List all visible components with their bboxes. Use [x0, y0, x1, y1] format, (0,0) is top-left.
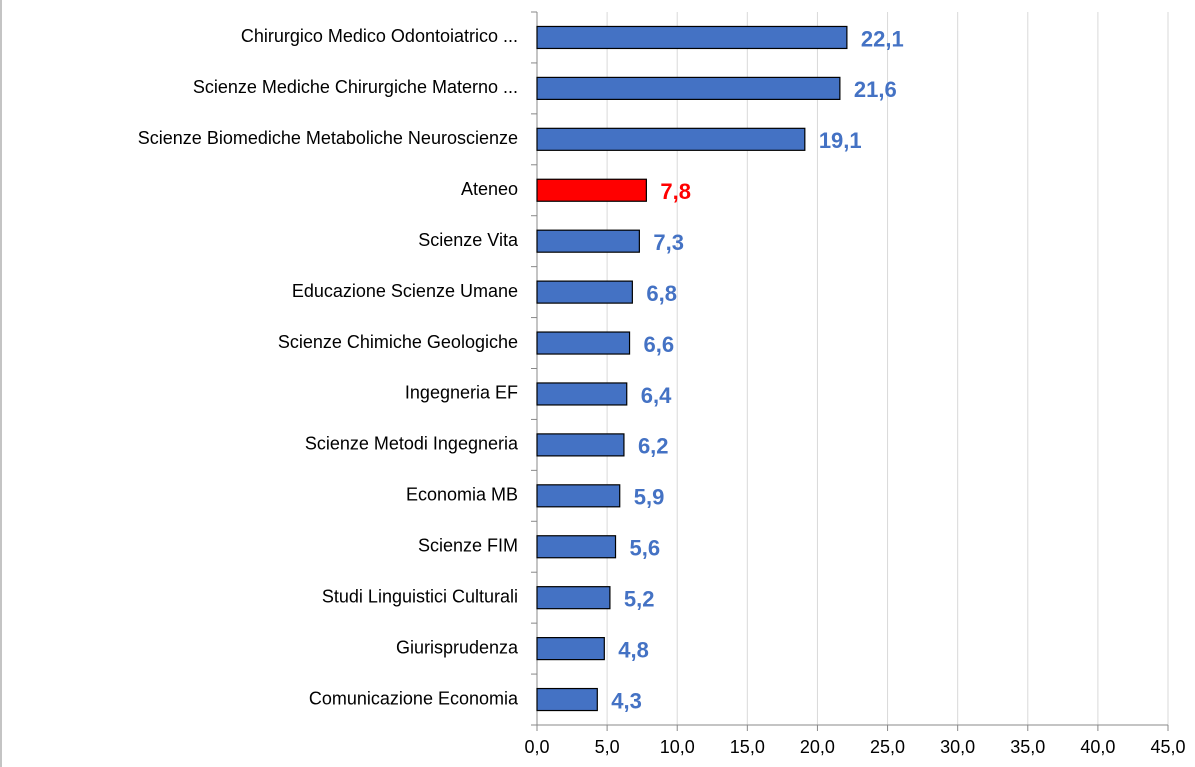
y-tick-label: Comunicazione Economia [309, 688, 519, 708]
value-label: 6,2 [638, 434, 669, 459]
y-tick-label: Economia MB [406, 485, 518, 505]
y-tick-label: Ingegneria EF [405, 383, 518, 403]
bar [536, 178, 647, 202]
value-label: 7,3 [653, 230, 684, 255]
bar [536, 687, 598, 712]
value-label: 7,8 [660, 179, 691, 204]
bar [536, 331, 631, 355]
bar [536, 484, 621, 508]
x-tick-label: 15,0 [730, 737, 765, 757]
value-label: 5,2 [624, 586, 655, 611]
value-label: 6,4 [641, 383, 672, 408]
value-label: 22,1 [861, 26, 904, 51]
x-tick-label: 20,0 [800, 737, 835, 757]
value-label: 5,9 [634, 485, 665, 510]
y-tick-label: Scienze Metodi Ingegneria [305, 434, 519, 454]
x-tick-label: 30,0 [940, 737, 975, 757]
y-tick-label: Scienze Vita [418, 230, 519, 250]
x-tick-label: 0,0 [524, 737, 549, 757]
bar [536, 586, 611, 610]
bar [536, 535, 617, 559]
x-tick-label: 5,0 [595, 737, 620, 757]
x-tick-label: 35,0 [1010, 737, 1045, 757]
bar [536, 382, 628, 406]
y-tick-label: Ateneo [461, 179, 518, 199]
value-label: 4,3 [611, 688, 642, 713]
y-tick-label: Scienze FIM [418, 536, 518, 556]
x-tick-label: 40,0 [1080, 737, 1115, 757]
bar [536, 433, 625, 457]
y-tick-label: Giurisprudenza [396, 637, 519, 657]
x-tick-label: 25,0 [870, 737, 905, 757]
x-tick-label: 10,0 [660, 737, 695, 757]
bar [536, 637, 605, 661]
bar [536, 127, 806, 151]
value-label: 5,6 [630, 536, 661, 561]
bar [536, 76, 841, 100]
y-tick-label: Studi Linguistici Culturali [322, 586, 518, 606]
value-label: 4,8 [618, 637, 649, 662]
bar [536, 280, 633, 304]
value-label: 6,6 [644, 332, 675, 357]
y-tick-label: Scienze Chimiche Geologiche [278, 332, 518, 352]
value-label: 6,8 [646, 281, 677, 306]
y-tick-label: Educazione Scienze Umane [292, 281, 518, 301]
x-tick-label: 45,0 [1150, 737, 1185, 757]
value-label: 21,6 [854, 77, 897, 102]
y-tick-label: Chirurgico Medico Odontoiatrico ... [241, 26, 518, 46]
value-label: 19,1 [819, 128, 862, 153]
y-tick-label: Scienze Biomediche Metaboliche Neuroscie… [138, 128, 518, 148]
bar [536, 229, 640, 253]
bar [536, 25, 848, 50]
y-tick-label: Scienze Mediche Chirurgiche Materno ... [193, 77, 518, 97]
